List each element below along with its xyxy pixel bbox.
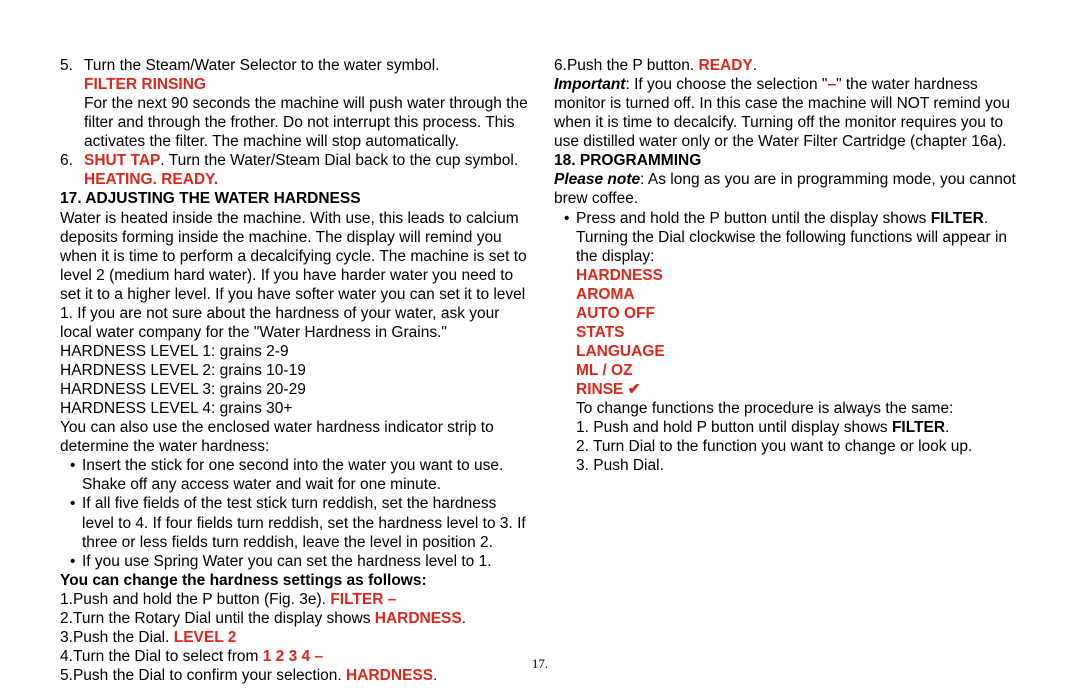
shut-tap-label: SHUT TAP: [84, 152, 160, 169]
strip-intro: You can also use the enclosed water hard…: [60, 418, 528, 456]
section-17-title: 17. ADJUSTING THE WATER HARDNESS: [60, 189, 528, 208]
hc-step-1: 1.Push and hold the P button (Fig. 3e). …: [60, 590, 528, 609]
proc-step-2: 2. Turn Dial to the function you want to…: [554, 437, 1022, 456]
please-note: Please note: As long as you are in progr…: [554, 170, 1022, 208]
hc-step-6: 6.Push the P button. READY.: [554, 56, 1022, 75]
strip-bullet-3: If you use Spring Water you can set the …: [60, 552, 528, 571]
step-5-text: Turn the Steam/Water Selector to the wat…: [84, 57, 440, 74]
proc-step-1: 1. Push and hold P button until display …: [554, 418, 1022, 437]
menu-language: LANGUAGE: [576, 342, 1022, 361]
step-6-tail: . Turn the Water/Steam Dial back to the …: [160, 152, 518, 169]
step-5-continuation: For the next 90 seconds the machine will…: [84, 94, 528, 151]
important-note: Important: If you choose the selection "…: [554, 75, 1022, 151]
hc-step-2: 2.Turn the Rotary Dial until the display…: [60, 609, 528, 628]
proc-step-3: 3. Push Dial.: [554, 456, 1022, 475]
menu-stats: STATS: [576, 323, 1022, 342]
menu-rinse: RINSE ✔: [576, 380, 1022, 399]
change-procedure-intro: To change functions the procedure is alw…: [554, 399, 1022, 418]
strip-instructions-list: Insert the stick for one second into the…: [60, 456, 528, 570]
strip-bullet-2: If all five fields of the test stick tur…: [60, 494, 528, 551]
hc-step-3: 3.Push the Dial. LEVEL 2: [60, 628, 528, 647]
programming-bullet-list: Press and hold the P button until the di…: [554, 209, 1022, 266]
page-number: 17.: [0, 656, 1080, 672]
hardness-level-2: HARDNESS LEVEL 2: grains 10-19: [60, 361, 528, 380]
strip-bullet-1: Insert the stick for one second into the…: [60, 456, 528, 494]
hardness-level-4: HARDNESS LEVEL 4: grains 30+: [60, 399, 528, 418]
hardness-level-1: HARDNESS LEVEL 1: grains 2-9: [60, 342, 528, 361]
heating-ready-label: HEATING. READY.: [84, 171, 218, 188]
menu-auto-off: AUTO OFF: [576, 304, 1022, 323]
programming-bullet: Press and hold the P button until the di…: [554, 209, 1022, 266]
change-hardness-note: You can change the hardness settings as …: [60, 571, 528, 590]
menu-hardness: HARDNESS: [576, 266, 1022, 285]
section-17-body: Water is heated inside the machine. With…: [60, 209, 528, 342]
menu-ml-oz: ML / OZ: [576, 361, 1022, 380]
manual-page: 5.Turn the Steam/Water Selector to the w…: [0, 0, 1080, 698]
section-18-title: 18. PROGRAMMING: [554, 151, 1022, 170]
step-5: 5.Turn the Steam/Water Selector to the w…: [60, 56, 528, 151]
menu-aroma: AROMA: [576, 285, 1022, 304]
filter-rinsing-label: FILTER RINSING: [84, 76, 206, 93]
hardness-level-3: HARDNESS LEVEL 3: grains 20-29: [60, 380, 528, 399]
continued-steps-list: 5.Turn the Steam/Water Selector to the w…: [60, 56, 528, 189]
programming-menu: HARDNESS AROMA AUTO OFF STATS LANGUAGE M…: [554, 266, 1022, 399]
step-6: 6.SHUT TAP. Turn the Water/Steam Dial ba…: [60, 151, 528, 189]
